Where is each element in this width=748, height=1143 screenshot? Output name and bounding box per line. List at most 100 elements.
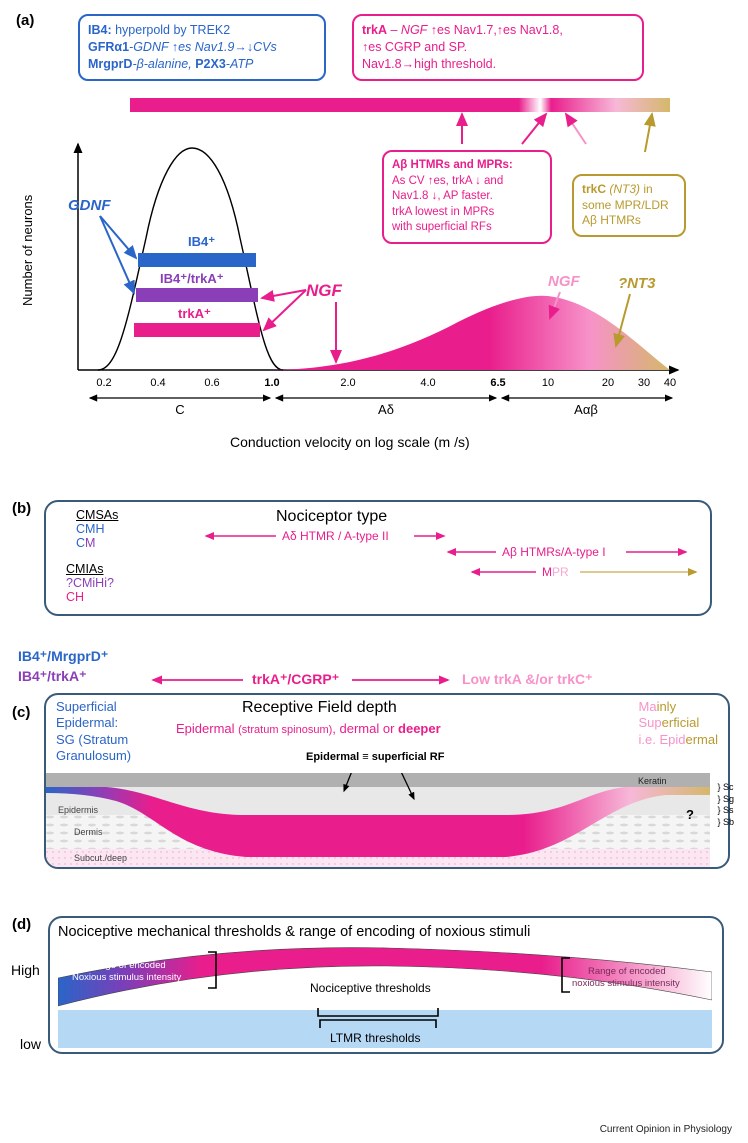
panel-b-title: Nociceptor type <box>276 508 387 526</box>
xtick: 40 <box>664 377 676 389</box>
svg-text:Epidermis: Epidermis <box>58 805 99 815</box>
svg-text:Noxious stimulus intensity: Noxious stimulus intensity <box>72 972 182 983</box>
skin-cross-section: ? Epidermis Dermis Subcut./deep Keratin <box>46 773 710 867</box>
xtick: 0.4 <box>150 377 165 389</box>
xtick: 2.0 <box>340 377 355 389</box>
txt: Epidermal <box>176 721 238 736</box>
txt: -ATP <box>226 57 254 71</box>
high-label: High <box>11 962 40 978</box>
txt: (stratum spinosum) <box>238 724 332 736</box>
svg-text:noxious stimulus intensity: noxious stimulus intensity <box>572 978 680 989</box>
ib4-trka: IB4⁺/trkA⁺ <box>18 668 86 684</box>
panel-c-title: Receptive Field depth <box>242 699 397 717</box>
txt: IB4: <box>88 23 112 37</box>
svg-text:MPR: MPR <box>542 565 569 579</box>
xtick: 20 <box>602 377 614 389</box>
txt: -GDNF ↑es Nav1.9→↓CVs <box>129 40 277 54</box>
svg-text:Keratin: Keratin <box>638 776 667 786</box>
txt: ↑es Nav1.7,↑es Nav1.8, <box>427 23 562 37</box>
trka-label: trkA⁺ <box>178 306 211 321</box>
txt: SG (Stratum <box>56 732 131 748</box>
ib4-mrgprd: IB4⁺/MrgprD⁺ <box>18 648 730 665</box>
xtick: 0.6 <box>204 377 219 389</box>
abeta-htmr: Aβ HTMRs/A-type I <box>502 545 606 559</box>
band-adelta: Aδ <box>378 402 394 417</box>
low-trka: Low trkA &/or trkC⁺ <box>462 672 593 687</box>
txt: ↑es CGRP and SP. <box>362 39 634 56</box>
svg-text:?: ? <box>686 807 694 822</box>
panel-b-label: (b) <box>12 500 31 517</box>
txt: – <box>387 23 401 37</box>
txt: hyperpold by TREK2 <box>112 23 231 37</box>
adelta-htmr: Aδ HTMR / A-type II <box>282 529 389 543</box>
txt: , dermal or <box>332 721 398 736</box>
cmihi: ?CMiHi? <box>66 576 114 590</box>
panel-d-label: (d) <box>12 916 31 933</box>
threshold-chart: Range of encoded Noxious stimulus intens… <box>58 944 712 1050</box>
ib4-label: IB4⁺ <box>188 234 215 249</box>
xtick: 1.0 <box>264 377 279 389</box>
low-label: low <box>20 1036 41 1052</box>
panel-c-top-arrow: trkA⁺/CGRP⁺ Low trkA &/or trkC⁺ <box>148 672 708 690</box>
txt: GFRα1 <box>88 40 129 54</box>
panel-b: (b) Nociceptor type CMSAs CMH CM CMIAs ?… <box>12 500 712 616</box>
panel-a-label: (a) <box>16 12 34 29</box>
xtick: 6.5 <box>490 377 505 389</box>
txt: erficial <box>662 715 700 730</box>
svg-text:LTMR thresholds: LTMR thresholds <box>330 1031 420 1045</box>
cmh: CMH <box>76 522 118 536</box>
ngf-light-label: NGF <box>548 273 581 290</box>
cv-distribution-chart: IB4⁺ IB4⁺/trkA⁺ trkA⁺ GDNF NGF NGF ?NT3 … <box>58 118 708 428</box>
nt3-label: ?NT3 <box>618 275 656 292</box>
txt: Granulosum) <box>56 748 131 764</box>
annotation-blue-box: IB4: hyperpold by TREK2 GFRα1-GDNF ↑es N… <box>78 14 326 81</box>
txt: Superficial <box>56 699 131 715</box>
epidermal-layers: } Sc } Sg } Ss } Sb <box>717 782 734 829</box>
annotation-pink-box-1: trkA – NGF ↑es Nav1.7,↑es Nav1.8, ↑es CG… <box>352 14 644 81</box>
trka-cgrp: trkA⁺/CGRP⁺ <box>252 672 339 687</box>
txt: NGF <box>401 23 427 37</box>
svg-text:Range of encoded: Range of encoded <box>88 960 166 971</box>
cm-c: C <box>76 536 85 550</box>
panel-c-label: (c) <box>12 704 30 721</box>
xtick: 0.2 <box>96 377 111 389</box>
band-c: C <box>175 402 184 417</box>
panel-d-title: Nociceptive mechanical thresholds & rang… <box>58 924 714 940</box>
gdnf-label: GDNF <box>68 197 111 214</box>
txt: i.e. Epid <box>639 732 686 747</box>
panel-a: (a) IB4: hyperpold by TREK2 GFRα1-GDNF ↑… <box>10 6 730 478</box>
xtick: 10 <box>542 377 554 389</box>
txt: inly <box>657 699 677 714</box>
svg-text:Range of encoded: Range of encoded <box>588 966 666 977</box>
svg-text:Dermis: Dermis <box>74 827 103 837</box>
svg-text:Subcut./deep: Subcut./deep <box>74 853 127 863</box>
txt: MrgprD <box>88 57 132 71</box>
txt: ermal <box>685 732 718 747</box>
txt: Sup <box>639 715 662 730</box>
x-axis-label: Conduction velocity on log scale (m /s) <box>230 434 470 450</box>
y-axis-label: Number of neurons <box>20 195 35 306</box>
footer-credit: Current Opinion in Physiology <box>600 1124 732 1135</box>
txt: Nav1.8→high threshold. <box>362 56 634 73</box>
xtick: 4.0 <box>420 377 435 389</box>
cm-m: M <box>85 536 95 550</box>
txt: deeper <box>398 721 441 736</box>
panel-d: (d) High low Nociceptive mechanical thre… <box>12 916 724 1054</box>
txt: trkA <box>362 23 387 37</box>
epi-note: Epidermal ≡ superficial RF <box>306 751 444 763</box>
txt: Ma <box>639 699 657 714</box>
panel-b-arrows: Aδ HTMR / A-type II Aβ HTMRs/A-type I MP… <box>196 528 706 598</box>
band-aab: Aαβ <box>574 402 598 417</box>
svg-text:Nociceptive thresholds: Nociceptive thresholds <box>310 981 431 995</box>
txt: Epidermal: <box>56 715 131 731</box>
txt: -β-alanine, <box>132 57 195 71</box>
connector-arrows <box>352 72 712 152</box>
cmias: CMIAs <box>66 562 114 576</box>
ngf-label: NGF <box>306 281 343 300</box>
ib4trka-label: IB4⁺/trkA⁺ <box>160 271 224 286</box>
ch: CH <box>66 590 114 604</box>
cmsas: CMSAs <box>76 508 118 522</box>
panel-c: IB4⁺/MrgprD⁺ IB4⁺/trkA⁺ trkA⁺/CGRP⁺ Low … <box>12 648 730 869</box>
txt: P2X3 <box>195 57 226 71</box>
xtick: 30 <box>638 377 650 389</box>
